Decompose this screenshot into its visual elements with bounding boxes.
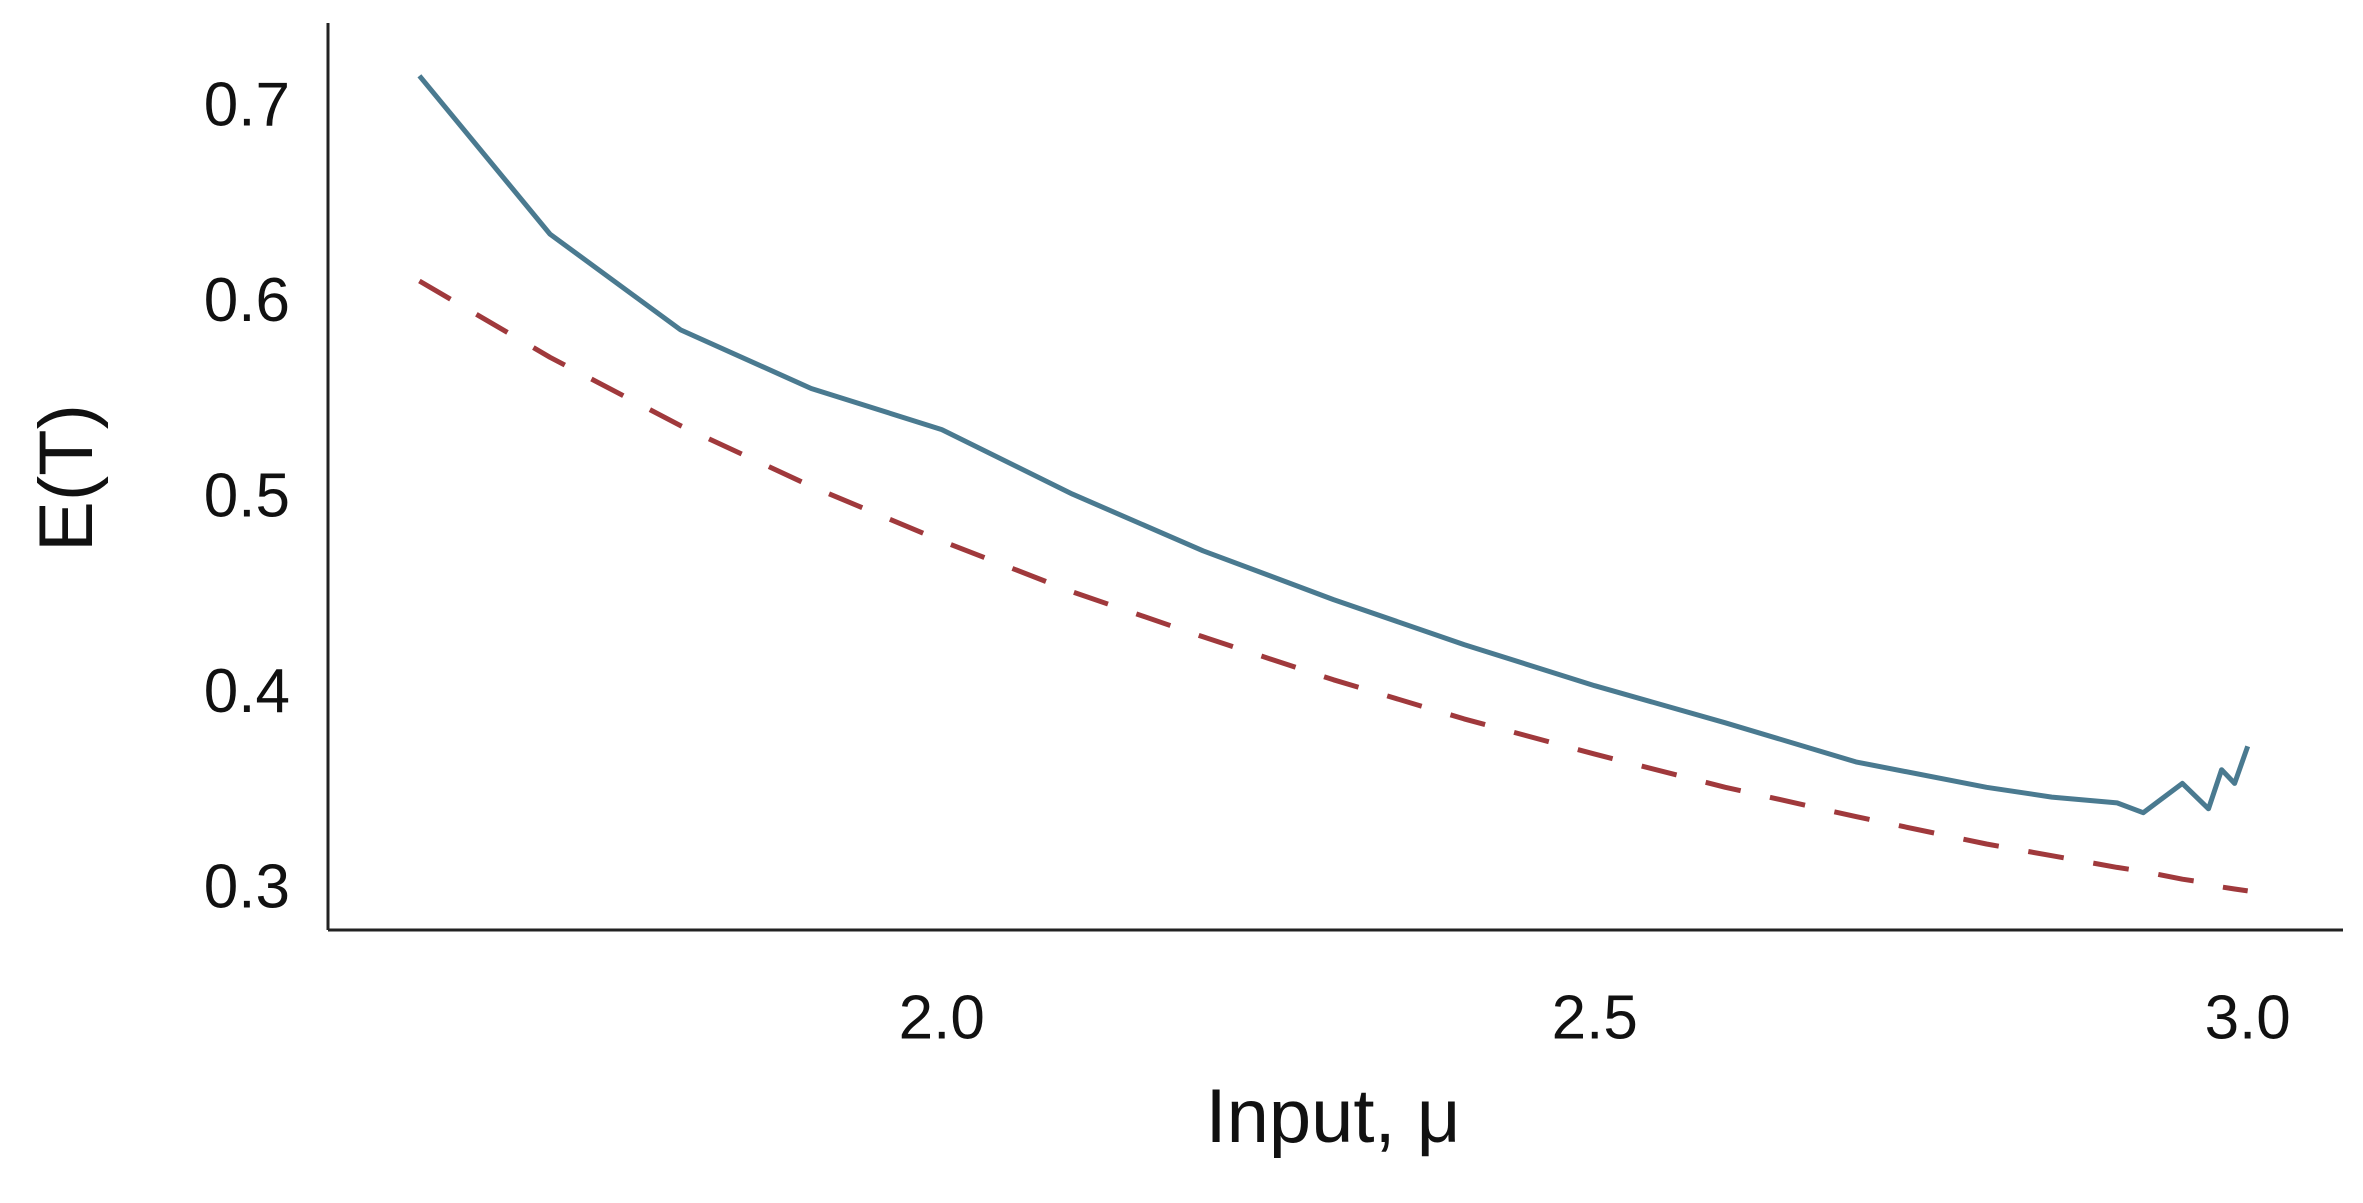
data-line (418, 278, 2249, 894)
data-line (417, 74, 2251, 816)
y-tick-label: 0.5 (204, 461, 290, 530)
y-tick-label: 0.7 (204, 70, 290, 139)
y-tick-label: 0.4 (204, 657, 290, 726)
y-axis-title: E(T) (24, 404, 109, 552)
y-tick-label: 0.3 (204, 852, 290, 921)
x-tick-label: 3.0 (2205, 983, 2291, 1052)
x-tick-label: 2.0 (899, 983, 985, 1052)
y-tick-label: 0.6 (204, 266, 290, 335)
x-axis-title: Input, μ (1205, 1074, 1460, 1159)
x-tick-label: 2.5 (1552, 983, 1638, 1052)
